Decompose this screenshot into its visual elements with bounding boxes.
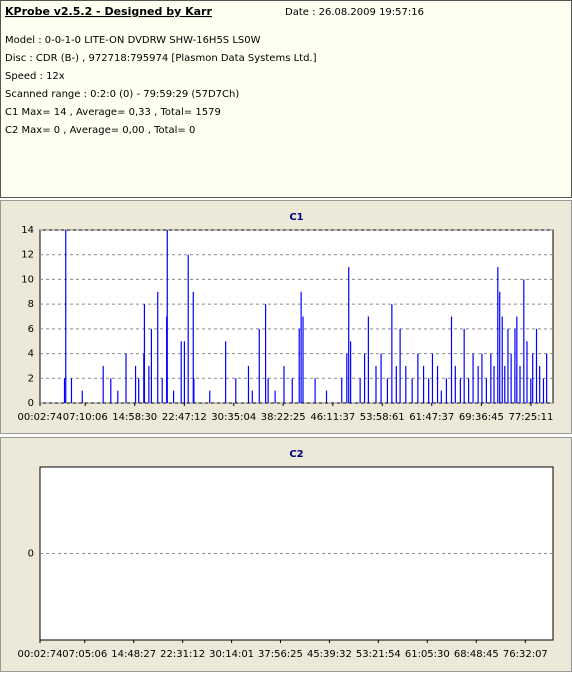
y-tick-label: 0 [28,549,34,560]
y-tick-label: 12 [21,250,34,261]
x-tick-label: 45:39:32 [307,649,352,660]
info-panel [0,0,572,198]
x-tick-label: 37:56:25 [258,649,303,660]
y-tick-label: 4 [28,349,34,360]
y-tick-label: 8 [28,299,34,310]
y-tick-label: 14 [21,225,34,236]
x-tick-label: 00:02:74 [18,412,63,423]
x-tick-label: 38:22:25 [261,412,306,423]
chart-title: C2 [289,449,303,460]
x-tick-label: 30:14:01 [209,649,254,660]
x-tick-label: 14:48:27 [111,649,156,660]
plot-area [39,466,554,641]
x-tick-label: 22:47:12 [162,412,207,423]
info-line: Scanned range : 0:2:0 (0) - 79:59:29 (57… [5,89,239,100]
scan-date: Date : 26.08.2009 19:57:16 [285,7,424,18]
x-tick-label: 61:47:37 [409,412,454,423]
x-tick-label: 76:32:07 [503,649,548,660]
info-line: C2 Max= 0 , Average= 0,00 , Total= 0 [5,125,195,136]
app-title: KProbe v2.5.2 - Designed by Karr [5,5,212,18]
x-tick-label: 46:11:37 [310,412,355,423]
plot-area [39,229,554,404]
x-tick-label: 14:58:30 [112,412,157,423]
x-tick-label: 07:10:06 [63,412,108,423]
x-tick-label: 30:35:04 [211,412,256,423]
y-tick-label: 6 [28,324,34,335]
y-tick-label: 0 [28,398,34,409]
info-line: Disc : CDR (B-) , 972718:795974 [Plasmon… [5,53,317,64]
x-tick-label: 07:05:06 [62,649,107,660]
x-tick-label: 53:58:61 [360,412,405,423]
x-tick-label: 00:02:74 [18,649,63,660]
chart-title: C1 [289,212,303,223]
info-line: Speed : 12x [5,71,65,82]
y-tick-label: 2 [28,373,34,384]
x-tick-label: 68:48:45 [454,649,499,660]
x-tick-label: 69:36:45 [459,412,504,423]
y-tick-label: 10 [21,274,34,285]
x-tick-label: 53:21:54 [356,649,401,660]
x-tick-label: 77:25:11 [508,412,553,423]
info-line: C1 Max= 14 , Average= 0,33 , Total= 1579 [5,107,221,118]
x-tick-label: 61:05:30 [405,649,450,660]
info-line: Model : 0-0-1-0 LITE-ON DVDRW SHW-16H5S … [5,35,261,46]
x-tick-label: 22:31:12 [160,649,205,660]
